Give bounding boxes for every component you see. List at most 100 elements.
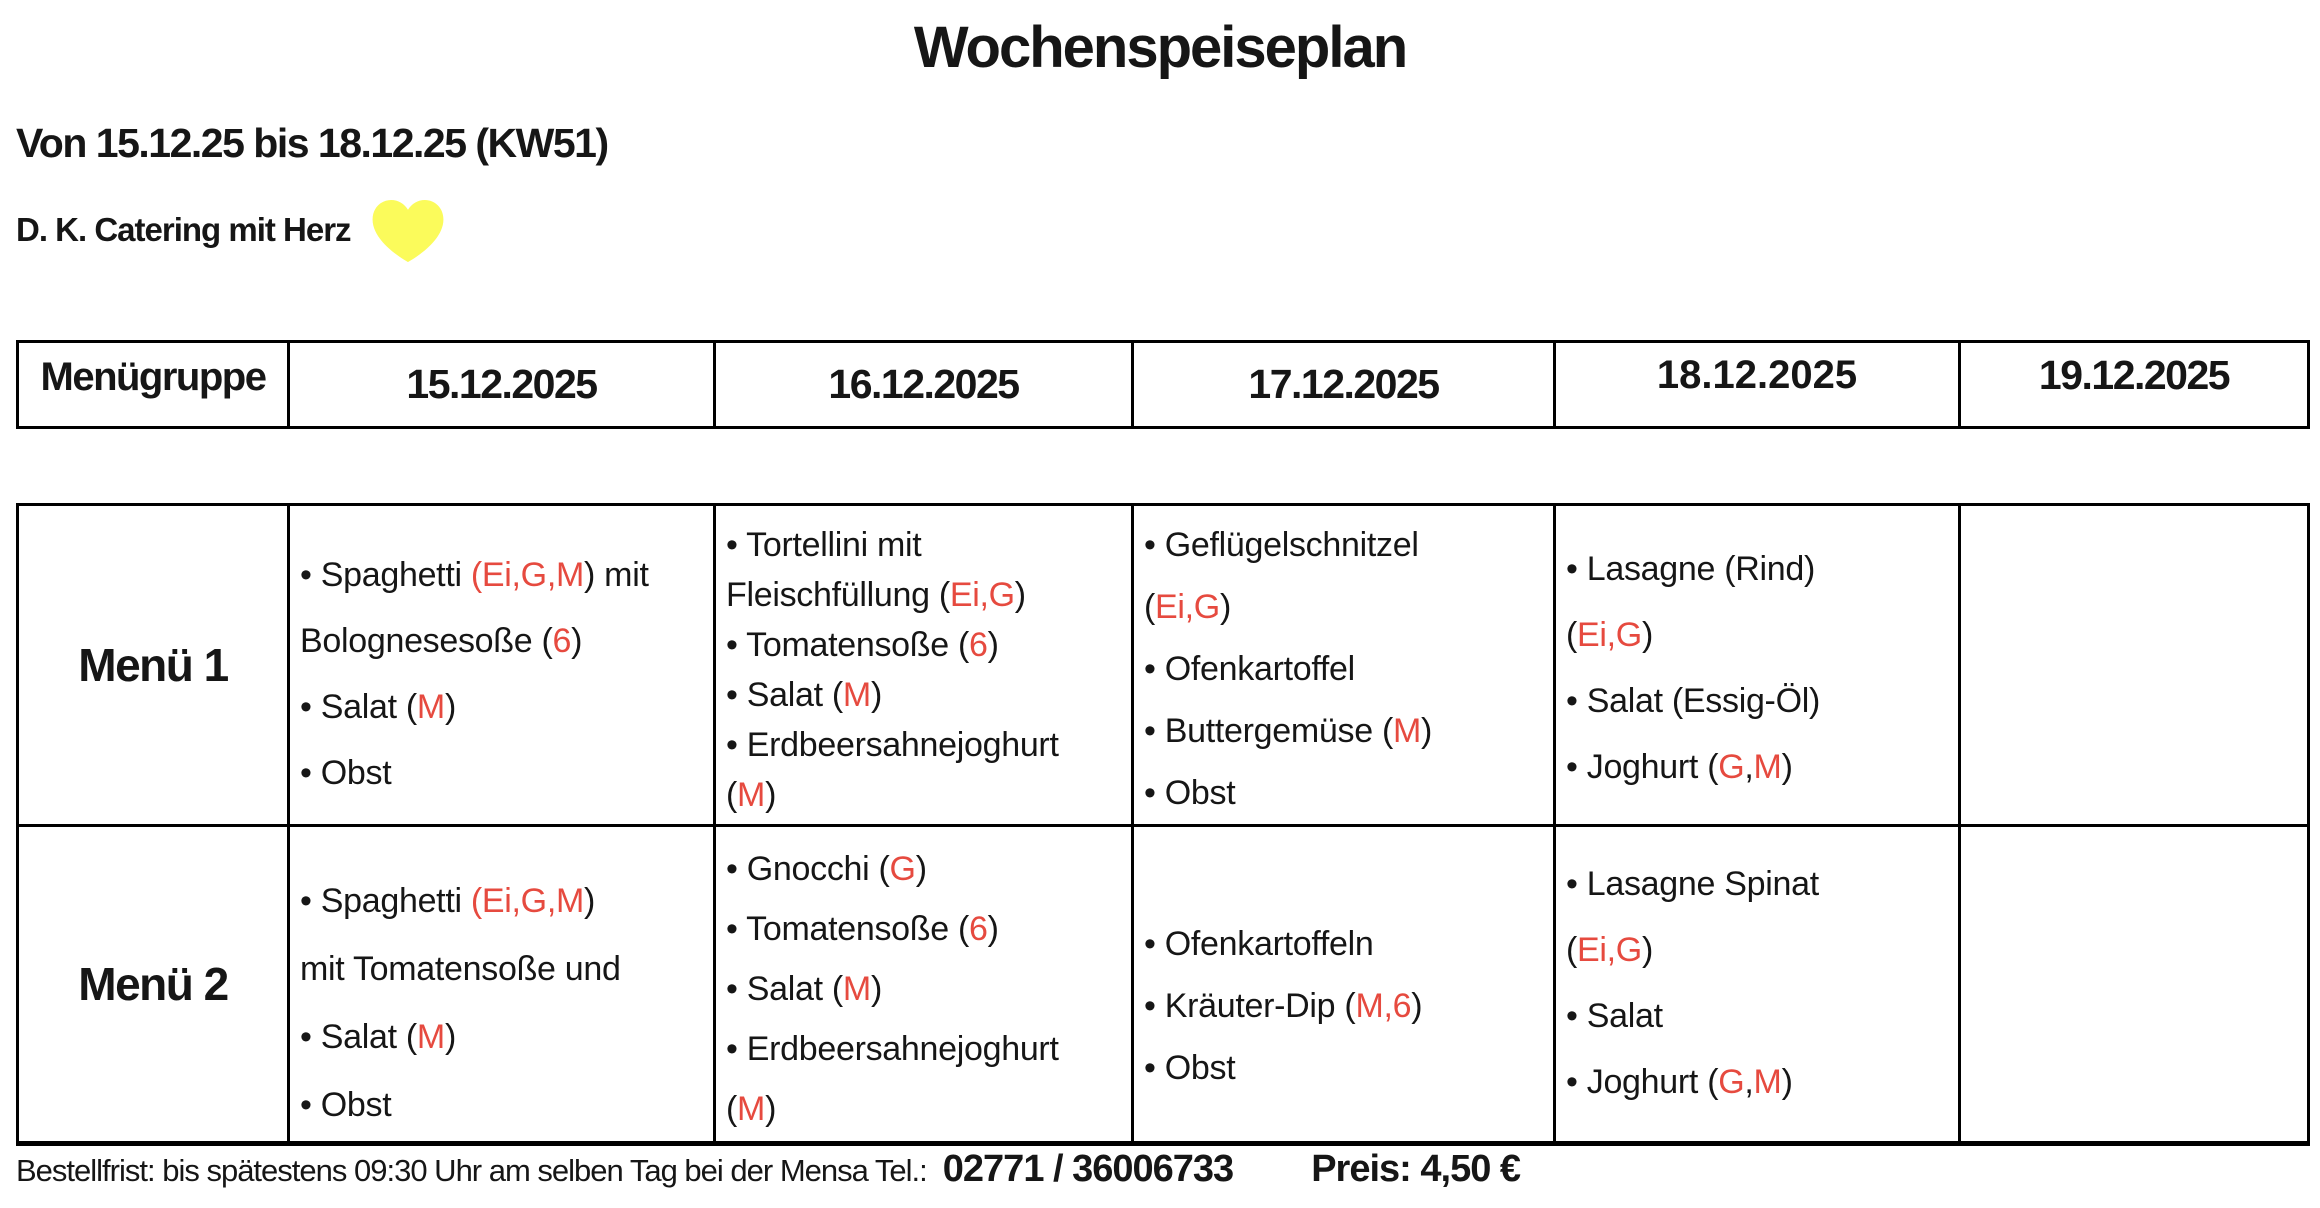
allergen-code: G bbox=[1718, 1063, 1745, 1101]
menu-item-line: • Tomatensoße (6) bbox=[726, 899, 1127, 959]
menu-cell: • Spaghetti (Ei,G,M) mit Bolognesesoße (6… bbox=[287, 503, 716, 827]
menu-item-line: • Kräuter-Dip (M,6) bbox=[1144, 975, 1549, 1037]
menu-item-text: ) bbox=[870, 970, 882, 1008]
vendor-line: D. K. Catering mit Herz bbox=[16, 198, 445, 262]
menu-item-line: • Erdbeersahnejoghurt bbox=[726, 1019, 1127, 1079]
menu-item-text: ) mit bbox=[584, 556, 649, 594]
menu-table-body: Menü 1 • Spaghetti (Ei,G,M) mit Bologneses… bbox=[16, 503, 2310, 1146]
menu-item-text: • Spaghetti bbox=[300, 556, 471, 594]
menu-item-text: • Salat ( bbox=[300, 688, 417, 726]
menu-cell-empty bbox=[1958, 824, 2310, 1146]
menu-item-text: ( bbox=[1144, 588, 1156, 626]
menu-item-text: ) bbox=[1781, 748, 1793, 786]
menu-cell: • Spaghetti (Ei,G,M) mit Tomatensoße und •… bbox=[287, 824, 716, 1146]
menu-item-text: • Tortellini mit bbox=[726, 526, 922, 564]
menu-item-text: • Obst bbox=[1144, 774, 1236, 812]
menu-cell-lines: • Spaghetti (Ei,G,M) mit Tomatensoße und •… bbox=[290, 827, 713, 1139]
menu-item-text: Bolognesesoße ( bbox=[300, 622, 553, 660]
footer: Bestellfrist: bis spätestens 09:30 Uhr a… bbox=[16, 1148, 1521, 1191]
menu-item-line: • Erdbeersahnejoghurt bbox=[726, 720, 1127, 770]
allergen-code: G bbox=[1718, 748, 1745, 786]
date-header-label: 17.12.2025 bbox=[1248, 361, 1440, 407]
menu-cell: • Lasagne Spinat (Ei,G) • Salat • Joghurt (… bbox=[1553, 824, 1961, 1146]
menu-item-line: • Obst bbox=[1144, 762, 1549, 824]
menu-cell-lines: • Spaghetti (Ei,G,M) mit Bolognesesoße (6… bbox=[290, 506, 713, 806]
menu-item-line: (M) bbox=[726, 770, 1127, 820]
yellow-heart-icon bbox=[372, 200, 443, 262]
allergen-code: Ei,G bbox=[1577, 616, 1642, 654]
menu-item-text: • Buttergemüse ( bbox=[1144, 712, 1393, 750]
menu-cell-empty bbox=[1958, 503, 2310, 827]
menu-item-text: ) bbox=[444, 1018, 456, 1056]
menu-item-line: • Salat (Essig-Öl) bbox=[1566, 668, 1954, 734]
menu-cell: • Lasagne (Rind) (Ei,G) • Salat (Essig-Öl)… bbox=[1553, 503, 1961, 827]
menu-item-line: • Obst bbox=[1144, 1037, 1549, 1099]
menu-cell: • Tortellini mit Fleischfüllung (Ei,G) • T… bbox=[713, 503, 1134, 827]
allergen-code: M bbox=[842, 676, 871, 714]
menu-item-line: • Geflügelschnitzel bbox=[1144, 514, 1549, 576]
menu-item-line: • Lasagne Spinat bbox=[1566, 851, 1954, 917]
menu-item-line: • Ofenkartoffel bbox=[1144, 638, 1549, 700]
menu-item-line: • Joghurt (G,M) bbox=[1566, 734, 1954, 800]
date-header-cell: 18.12.2025 bbox=[1553, 340, 1961, 429]
menu-item-text: • Obst bbox=[300, 1086, 392, 1124]
menu-item-text: ( bbox=[1566, 616, 1578, 654]
date-header-cell: 17.12.2025 bbox=[1131, 340, 1556, 429]
allergen-code: M bbox=[737, 1090, 766, 1128]
vendor-label: D. K. Catering mit Herz bbox=[16, 211, 352, 248]
allergen-code: M bbox=[842, 970, 871, 1008]
menu-item-text: • Erdbeersahnejoghurt bbox=[726, 1030, 1059, 1068]
menu-item-text: • Salat (Essig-Öl) bbox=[1566, 682, 1820, 720]
menu-item-line: • Obst bbox=[300, 1071, 709, 1139]
allergen-code: M bbox=[1753, 748, 1782, 786]
menu-row-label: Menü 2 bbox=[16, 824, 290, 1146]
phone-number: 02771 / 36006733 bbox=[942, 1148, 1234, 1190]
menu-item-text: , bbox=[1744, 748, 1754, 786]
menu-item-text: ( bbox=[726, 1090, 738, 1128]
menu-item-line: (Ei,G) bbox=[1566, 917, 1954, 983]
menu-item-line: • Salat (M) bbox=[726, 670, 1127, 720]
price-text: Preis: 4,50 € bbox=[1311, 1148, 1521, 1190]
menu-cell-lines: • Lasagne Spinat (Ei,G) • Salat • Joghurt (… bbox=[1556, 827, 1958, 1115]
menu-item-text: • Salat ( bbox=[726, 676, 843, 714]
menu-item-text: • Obst bbox=[1144, 1049, 1236, 1087]
date-header-label: 15.12.2025 bbox=[406, 361, 598, 407]
menu-item-line: • Buttergemüse (M) bbox=[1144, 700, 1549, 762]
menu-item-text: ( bbox=[726, 776, 738, 814]
menu-item-text: ) bbox=[987, 910, 999, 948]
allergen-code: (Ei,G,M bbox=[470, 882, 584, 920]
menu-item-text: ) bbox=[444, 688, 456, 726]
heart-shape bbox=[372, 200, 443, 262]
menu-item-text: ) bbox=[1421, 712, 1433, 750]
menu-item-text: ) bbox=[765, 776, 777, 814]
menu-item-line: • Obst bbox=[300, 740, 709, 806]
menu-item-text: • Gnocchi ( bbox=[726, 850, 890, 888]
menu-item-text: • Lasagne (Rind) bbox=[1566, 550, 1816, 588]
menu-cell-lines: • Ofenkartoffeln • Kräuter-Dip (M,6) • Obs… bbox=[1134, 827, 1553, 1099]
menu-item-line: • Tortellini mit bbox=[726, 520, 1127, 570]
menu-row-label: Menü 1 bbox=[16, 503, 290, 827]
menu-cell: • Geflügelschnitzel (Ei,G) • Ofenkartoffel… bbox=[1131, 503, 1556, 827]
date-header-label: 18.12.2025 bbox=[1656, 353, 1858, 397]
menu-item-text: • Joghurt ( bbox=[1566, 1063, 1719, 1101]
menu-item-text: ) bbox=[870, 676, 882, 714]
menu-item-line: (M) bbox=[726, 1079, 1127, 1139]
menu-item-line: (Ei,G) bbox=[1566, 602, 1954, 668]
date-header-cell: 16.12.2025 bbox=[713, 340, 1134, 429]
menu-item-line: • Lasagne (Rind) bbox=[1566, 536, 1954, 602]
page-title: Wochenspeiseplan bbox=[913, 15, 1408, 80]
date-header-label: 19.12.2025 bbox=[2038, 352, 2231, 398]
menu-item-text: • Spaghetti bbox=[300, 882, 471, 920]
menu-cell-lines: • Tortellini mit Fleischfüllung (Ei,G) • T… bbox=[716, 506, 1131, 820]
date-header-label: 16.12.2025 bbox=[828, 361, 1020, 407]
allergen-code: G bbox=[889, 850, 916, 888]
menu-item-text: mit Tomatensoße und bbox=[300, 950, 621, 988]
menu-item-line: • Gnocchi (G) bbox=[726, 839, 1127, 899]
allergen-code: 6 bbox=[552, 622, 572, 660]
allergen-code: (Ei,G,M bbox=[470, 556, 584, 594]
menu-cell: • Ofenkartoffeln • Kräuter-Dip (M,6) • Obs… bbox=[1131, 824, 1556, 1146]
menu-item-line: • Spaghetti (Ei,G,M) mit bbox=[300, 542, 709, 608]
menu-item-text: ) bbox=[571, 622, 583, 660]
menu-item-text: • Ofenkartoffeln bbox=[1144, 925, 1374, 963]
